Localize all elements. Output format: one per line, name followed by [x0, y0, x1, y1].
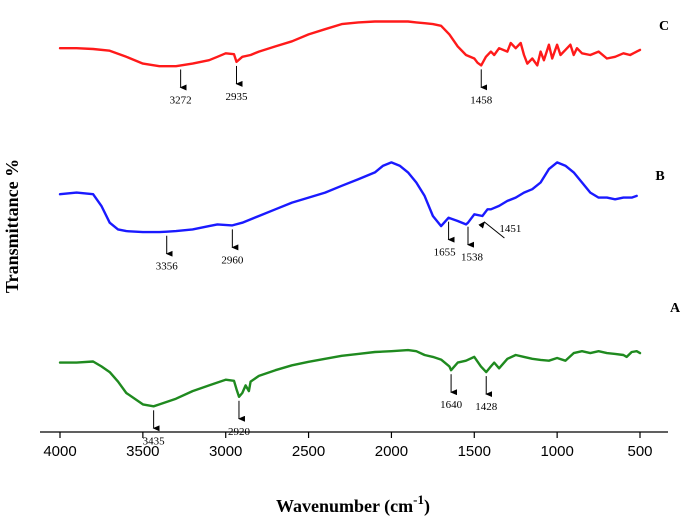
x-tick-label: 1500 [458, 443, 491, 460]
peak-annotations: 3272 2935 1458 3356 2960 1655 1538 1451 3435 2920… [143, 65, 521, 447]
series-line-c [58, 20, 642, 68]
peak-label: 3272 [170, 94, 192, 106]
peak-label: 2960 [221, 254, 244, 266]
x-tick-label: 2000 [375, 443, 408, 460]
x-axis-title-main: Wavenumber (cm [276, 496, 413, 517]
series-line-a [58, 348, 642, 408]
x-axis-title-superscript: -1 [413, 492, 424, 507]
series-label-b: B [655, 169, 664, 184]
x-axis: 4000 3500 3000 2500 2000 1500 1000 500 [40, 431, 668, 460]
peak-label: 1451 [499, 223, 521, 235]
peak-label: 1655 [434, 247, 457, 259]
series-label-c: C [659, 19, 669, 34]
series-line-b [58, 161, 638, 234]
x-tick-label: 1000 [540, 443, 573, 460]
x-tick-label: 4000 [43, 443, 76, 460]
peak-label: 3435 [143, 435, 166, 447]
x-tick-label: 3500 [126, 443, 159, 460]
x-tick-label: 2500 [292, 443, 325, 460]
x-tick-label: 3000 [209, 443, 242, 460]
peak-label: 1458 [470, 94, 493, 106]
peak-label: 1538 [461, 252, 484, 264]
peak-label: 1428 [475, 401, 498, 413]
peak-arrow [478, 221, 505, 239]
peak-label: 3356 [156, 261, 179, 273]
x-axis-title-tail: ) [424, 496, 430, 517]
peak-label: 1640 [440, 399, 463, 411]
x-tick-label: 500 [627, 443, 652, 460]
peak-label: 2935 [225, 91, 248, 103]
series-label-a: A [670, 301, 681, 316]
x-axis-title: Wavenumber (cm-1) [276, 492, 430, 517]
y-axis-title: Transmittance % [2, 159, 22, 293]
plot-area: C B A [58, 19, 681, 408]
peak-label: 2920 [228, 426, 251, 438]
